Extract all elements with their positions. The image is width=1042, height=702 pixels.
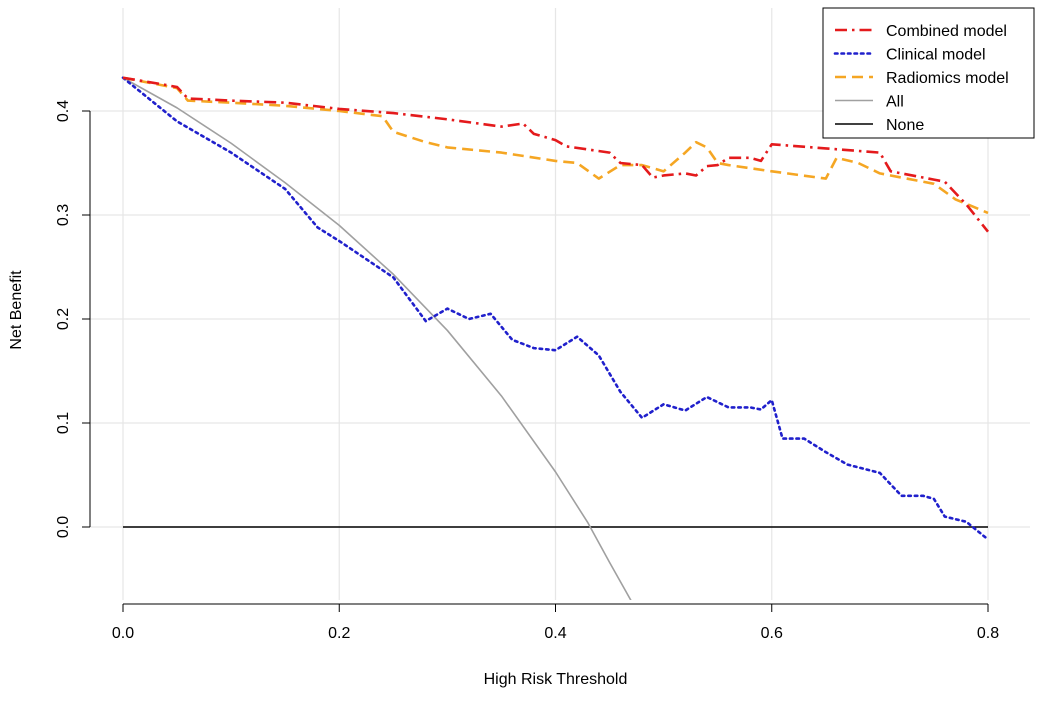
legend-label: Clinical model: [886, 47, 986, 64]
legend-box: [822, 7, 1035, 139]
x-tick-label: 0.4: [544, 625, 566, 642]
y-tick-label: 0.0: [55, 516, 72, 538]
legend-label: None: [886, 117, 924, 134]
legend-label: Combined model: [886, 23, 1007, 40]
x-tick-label: 0.6: [761, 625, 783, 642]
x-axis-title: High Risk Threshold: [484, 671, 628, 688]
x-tick-label: 0.2: [328, 625, 350, 642]
legend: Combined model Clinical model Radiomics mo…: [822, 7, 1035, 139]
series-line-combined-model: [122, 76, 990, 233]
x-tick-label: 0.0: [112, 625, 134, 642]
series-line-all: [122, 77, 632, 600]
legend-label: All: [886, 94, 904, 111]
axes: 0.0 0.2 0.4 0.6 0.8 0.0 0.1 0.2 0.3 0.4 High Risk …: [8, 100, 999, 688]
y-tick-label: 0.1: [55, 412, 72, 434]
y-tick-label: 0.2: [55, 308, 72, 330]
series-line-radiomics-model: [122, 76, 989, 215]
y-tick-label: 0.3: [55, 204, 72, 226]
series-line-clinical-model: [121, 76, 990, 541]
series-lines: [121, 76, 990, 600]
y-tick-label: 0.4: [55, 100, 72, 122]
y-axis-title: Net Benefit: [8, 270, 25, 350]
legend-label: Radiomics model: [886, 70, 1009, 87]
x-tick-label: 0.8: [977, 625, 999, 642]
